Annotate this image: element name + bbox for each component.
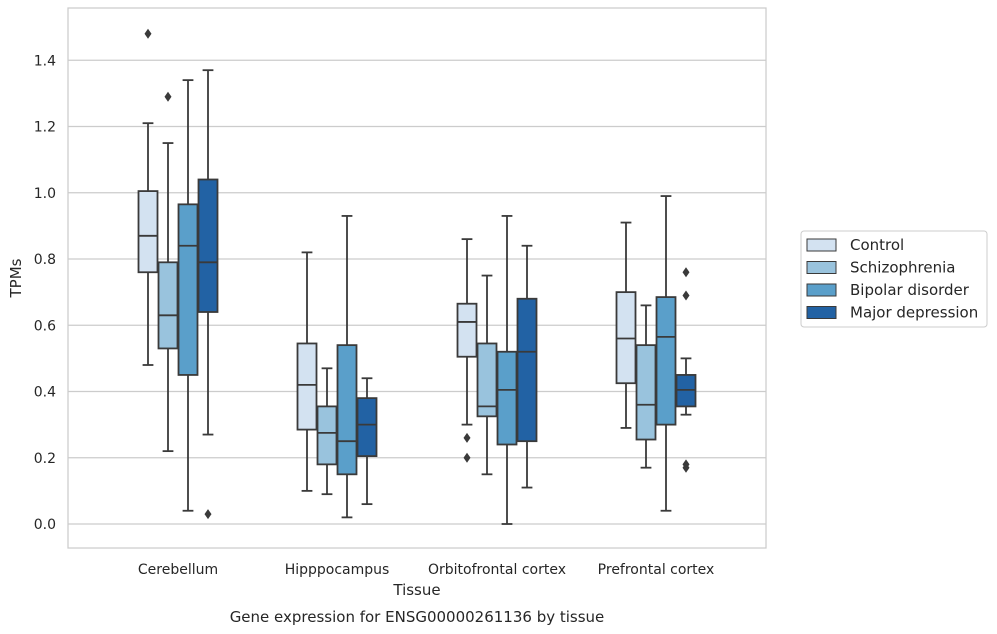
outlier-point: [463, 432, 471, 443]
box-1-1: [316, 367, 338, 496]
iqr-box: [177, 203, 199, 376]
iqr-box: [157, 261, 179, 350]
y-tick-label: 1.0: [34, 186, 56, 202]
boxes: [137, 28, 697, 525]
iqr-box: [655, 296, 677, 426]
box-0-3: [615, 221, 637, 429]
outlier-point: [164, 91, 172, 102]
iqr-box: [476, 342, 498, 418]
y-tick-label: 1.4: [34, 53, 56, 69]
legend: Control Schizophrenia Bipolar disorder Majo…: [800, 230, 988, 328]
iqr-box: [137, 190, 159, 274]
outlier-point: [682, 267, 690, 278]
box-3-3: [675, 267, 697, 473]
iqr-box: [197, 178, 219, 313]
box-3-1: [356, 377, 378, 506]
y-tick-label: 0.6: [34, 318, 56, 334]
x-tick-label: Prefrontal cortex: [598, 562, 715, 578]
legend-frame: [800, 230, 988, 328]
y-tick-label: 1.2: [34, 120, 56, 136]
legend-label: Schizophrenia: [850, 259, 955, 277]
iqr-box: [316, 405, 338, 466]
x-tick-label: Hipppocampus: [285, 562, 390, 578]
x-tick-label: Cerebellum: [138, 562, 218, 578]
legend-swatch: [806, 261, 837, 274]
box-1-0: [157, 91, 179, 453]
box-0-0: [137, 28, 159, 366]
box-3-2: [516, 244, 538, 489]
box-0-1: [296, 251, 318, 492]
box-2-3: [655, 195, 677, 512]
plot-frame: [67, 7, 767, 549]
iqr-box: [356, 397, 378, 457]
legend-swatch: [806, 306, 837, 319]
iqr-box: [296, 342, 318, 431]
iqr-box: [516, 297, 538, 443]
box-1-3: [635, 304, 657, 469]
y-tick-label: 0.0: [34, 517, 56, 533]
legend-label: Major depression: [850, 304, 978, 322]
outlier-point: [682, 462, 690, 473]
y-tick-label: 0.4: [34, 385, 56, 401]
legend-label: Control: [850, 236, 904, 254]
outlier-point: [463, 452, 471, 463]
y-tick-label: 0.2: [34, 451, 56, 467]
legend-swatch: [806, 283, 837, 297]
y-axis-ticks: 0.0 0.2 0.4 0.6 0.8 1.0 1.2 1.4: [34, 53, 56, 533]
chart-caption: Gene expression for ENSG00000261136 by t…: [230, 608, 605, 626]
iqr-box: [336, 344, 358, 476]
outlier-point: [682, 290, 690, 301]
box-2-0: [177, 79, 199, 512]
y-tick-label: 0.8: [34, 252, 56, 268]
box-2-2: [496, 215, 518, 525]
iqr-box: [456, 302, 478, 358]
x-axis-label: Tissue: [392, 581, 440, 599]
outlier-point: [144, 28, 152, 39]
box-3-0: [197, 69, 219, 520]
x-tick-label: Orbitofrontal cortex: [428, 562, 566, 578]
box-1-2: [476, 274, 498, 476]
legend-label: Bipolar disorder: [850, 281, 970, 299]
box-2-1: [336, 215, 358, 519]
y-axis-label: TPMs: [7, 258, 25, 298]
outlier-point: [204, 509, 212, 520]
iqr-box: [635, 344, 657, 441]
legend-swatch: [806, 238, 837, 252]
iqr-box: [496, 350, 518, 446]
x-axis-ticks: Cerebellum Hipppocampus Orbitofrontal cort…: [138, 562, 714, 578]
box-0-2: [456, 238, 478, 463]
